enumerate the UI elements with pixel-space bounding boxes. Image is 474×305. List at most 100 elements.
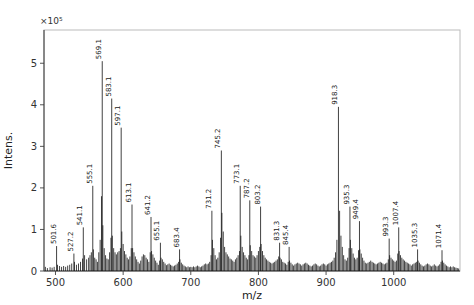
- x-tick-label: 600: [114, 277, 133, 288]
- peak: [258, 251, 259, 271]
- peak: [339, 211, 340, 271]
- peak-label: 845.4: [282, 224, 290, 245]
- peak: [376, 264, 377, 271]
- peak: [63, 266, 64, 271]
- peak: [446, 266, 447, 271]
- peak: [132, 205, 133, 271]
- peak: [428, 264, 429, 271]
- peak: [450, 266, 451, 271]
- peak: [78, 264, 79, 271]
- peak: [156, 263, 157, 271]
- peak: [342, 247, 343, 271]
- peak: [169, 264, 170, 271]
- peak: [105, 255, 106, 271]
- x-tick: [55, 271, 56, 275]
- peak-label: 787.2: [243, 178, 251, 198]
- peak: [111, 99, 112, 271]
- peak: [284, 263, 285, 271]
- peak: [326, 266, 327, 271]
- peak: [427, 264, 428, 271]
- peak-label: 501.6: [50, 223, 58, 244]
- peak: [235, 259, 236, 271]
- y-tick: [40, 229, 44, 230]
- peak: [102, 61, 103, 271]
- y-tick-label: 4: [31, 99, 37, 110]
- peak: [373, 263, 374, 271]
- peak: [260, 207, 261, 271]
- peak: [447, 266, 448, 271]
- peak: [228, 256, 229, 271]
- peak: [330, 263, 331, 271]
- peak: [277, 259, 278, 271]
- peak: [165, 264, 166, 271]
- peak-label: 541.1: [76, 205, 84, 225]
- peak: [363, 261, 364, 271]
- peak: [223, 232, 224, 271]
- peak: [353, 254, 354, 271]
- peak: [248, 255, 249, 271]
- peak: [358, 250, 359, 271]
- peak: [74, 262, 75, 271]
- peak: [276, 261, 277, 271]
- peak: [453, 266, 454, 271]
- peak: [221, 213, 222, 271]
- peak: [381, 263, 382, 271]
- peak: [419, 263, 420, 271]
- peak: [313, 264, 314, 271]
- peak: [80, 262, 81, 271]
- peak: [197, 266, 198, 271]
- peak: [56, 246, 57, 271]
- peak: [455, 268, 456, 271]
- peak: [174, 266, 175, 271]
- peak-label: 935.3: [343, 185, 351, 205]
- peak: [178, 262, 179, 271]
- peak-label: 527.2: [67, 232, 75, 252]
- peak: [271, 264, 272, 271]
- peak: [290, 263, 291, 271]
- plot-frame: [44, 30, 460, 271]
- peak: [324, 264, 325, 271]
- peak: [294, 264, 295, 271]
- peak: [359, 221, 360, 271]
- peak: [409, 264, 410, 271]
- peak: [205, 264, 206, 271]
- peak: [163, 262, 164, 271]
- peak: [296, 264, 297, 271]
- peak: [441, 262, 442, 271]
- peak: [143, 254, 144, 271]
- peak: [246, 258, 247, 271]
- peak: [221, 151, 222, 272]
- peak: [347, 258, 348, 271]
- peak: [67, 266, 68, 271]
- peak: [92, 186, 93, 271]
- peak: [104, 248, 105, 271]
- peak: [175, 265, 176, 271]
- peak-label: 1035.3: [411, 223, 419, 248]
- y-tick-label: 5: [31, 58, 37, 69]
- peak: [331, 262, 332, 271]
- peak-label: 655.1: [153, 221, 161, 241]
- peak: [65, 267, 66, 271]
- peak: [250, 245, 251, 271]
- peak: [278, 256, 279, 271]
- peak: [345, 259, 346, 271]
- peak: [152, 254, 153, 271]
- peak: [396, 261, 397, 271]
- peak: [207, 264, 208, 271]
- peak: [198, 266, 199, 271]
- peak: [173, 266, 174, 271]
- peak: [140, 261, 141, 271]
- peak: [451, 267, 452, 271]
- peak: [267, 261, 268, 271]
- peak: [346, 261, 347, 271]
- peak: [368, 263, 369, 271]
- peak: [338, 107, 339, 271]
- peak: [438, 266, 439, 271]
- peak: [445, 264, 446, 271]
- peak: [124, 251, 125, 271]
- peak: [403, 259, 404, 271]
- y-axis-label: Intens.: [2, 132, 15, 170]
- peak: [297, 263, 298, 271]
- peak: [289, 247, 290, 271]
- peak: [211, 211, 212, 271]
